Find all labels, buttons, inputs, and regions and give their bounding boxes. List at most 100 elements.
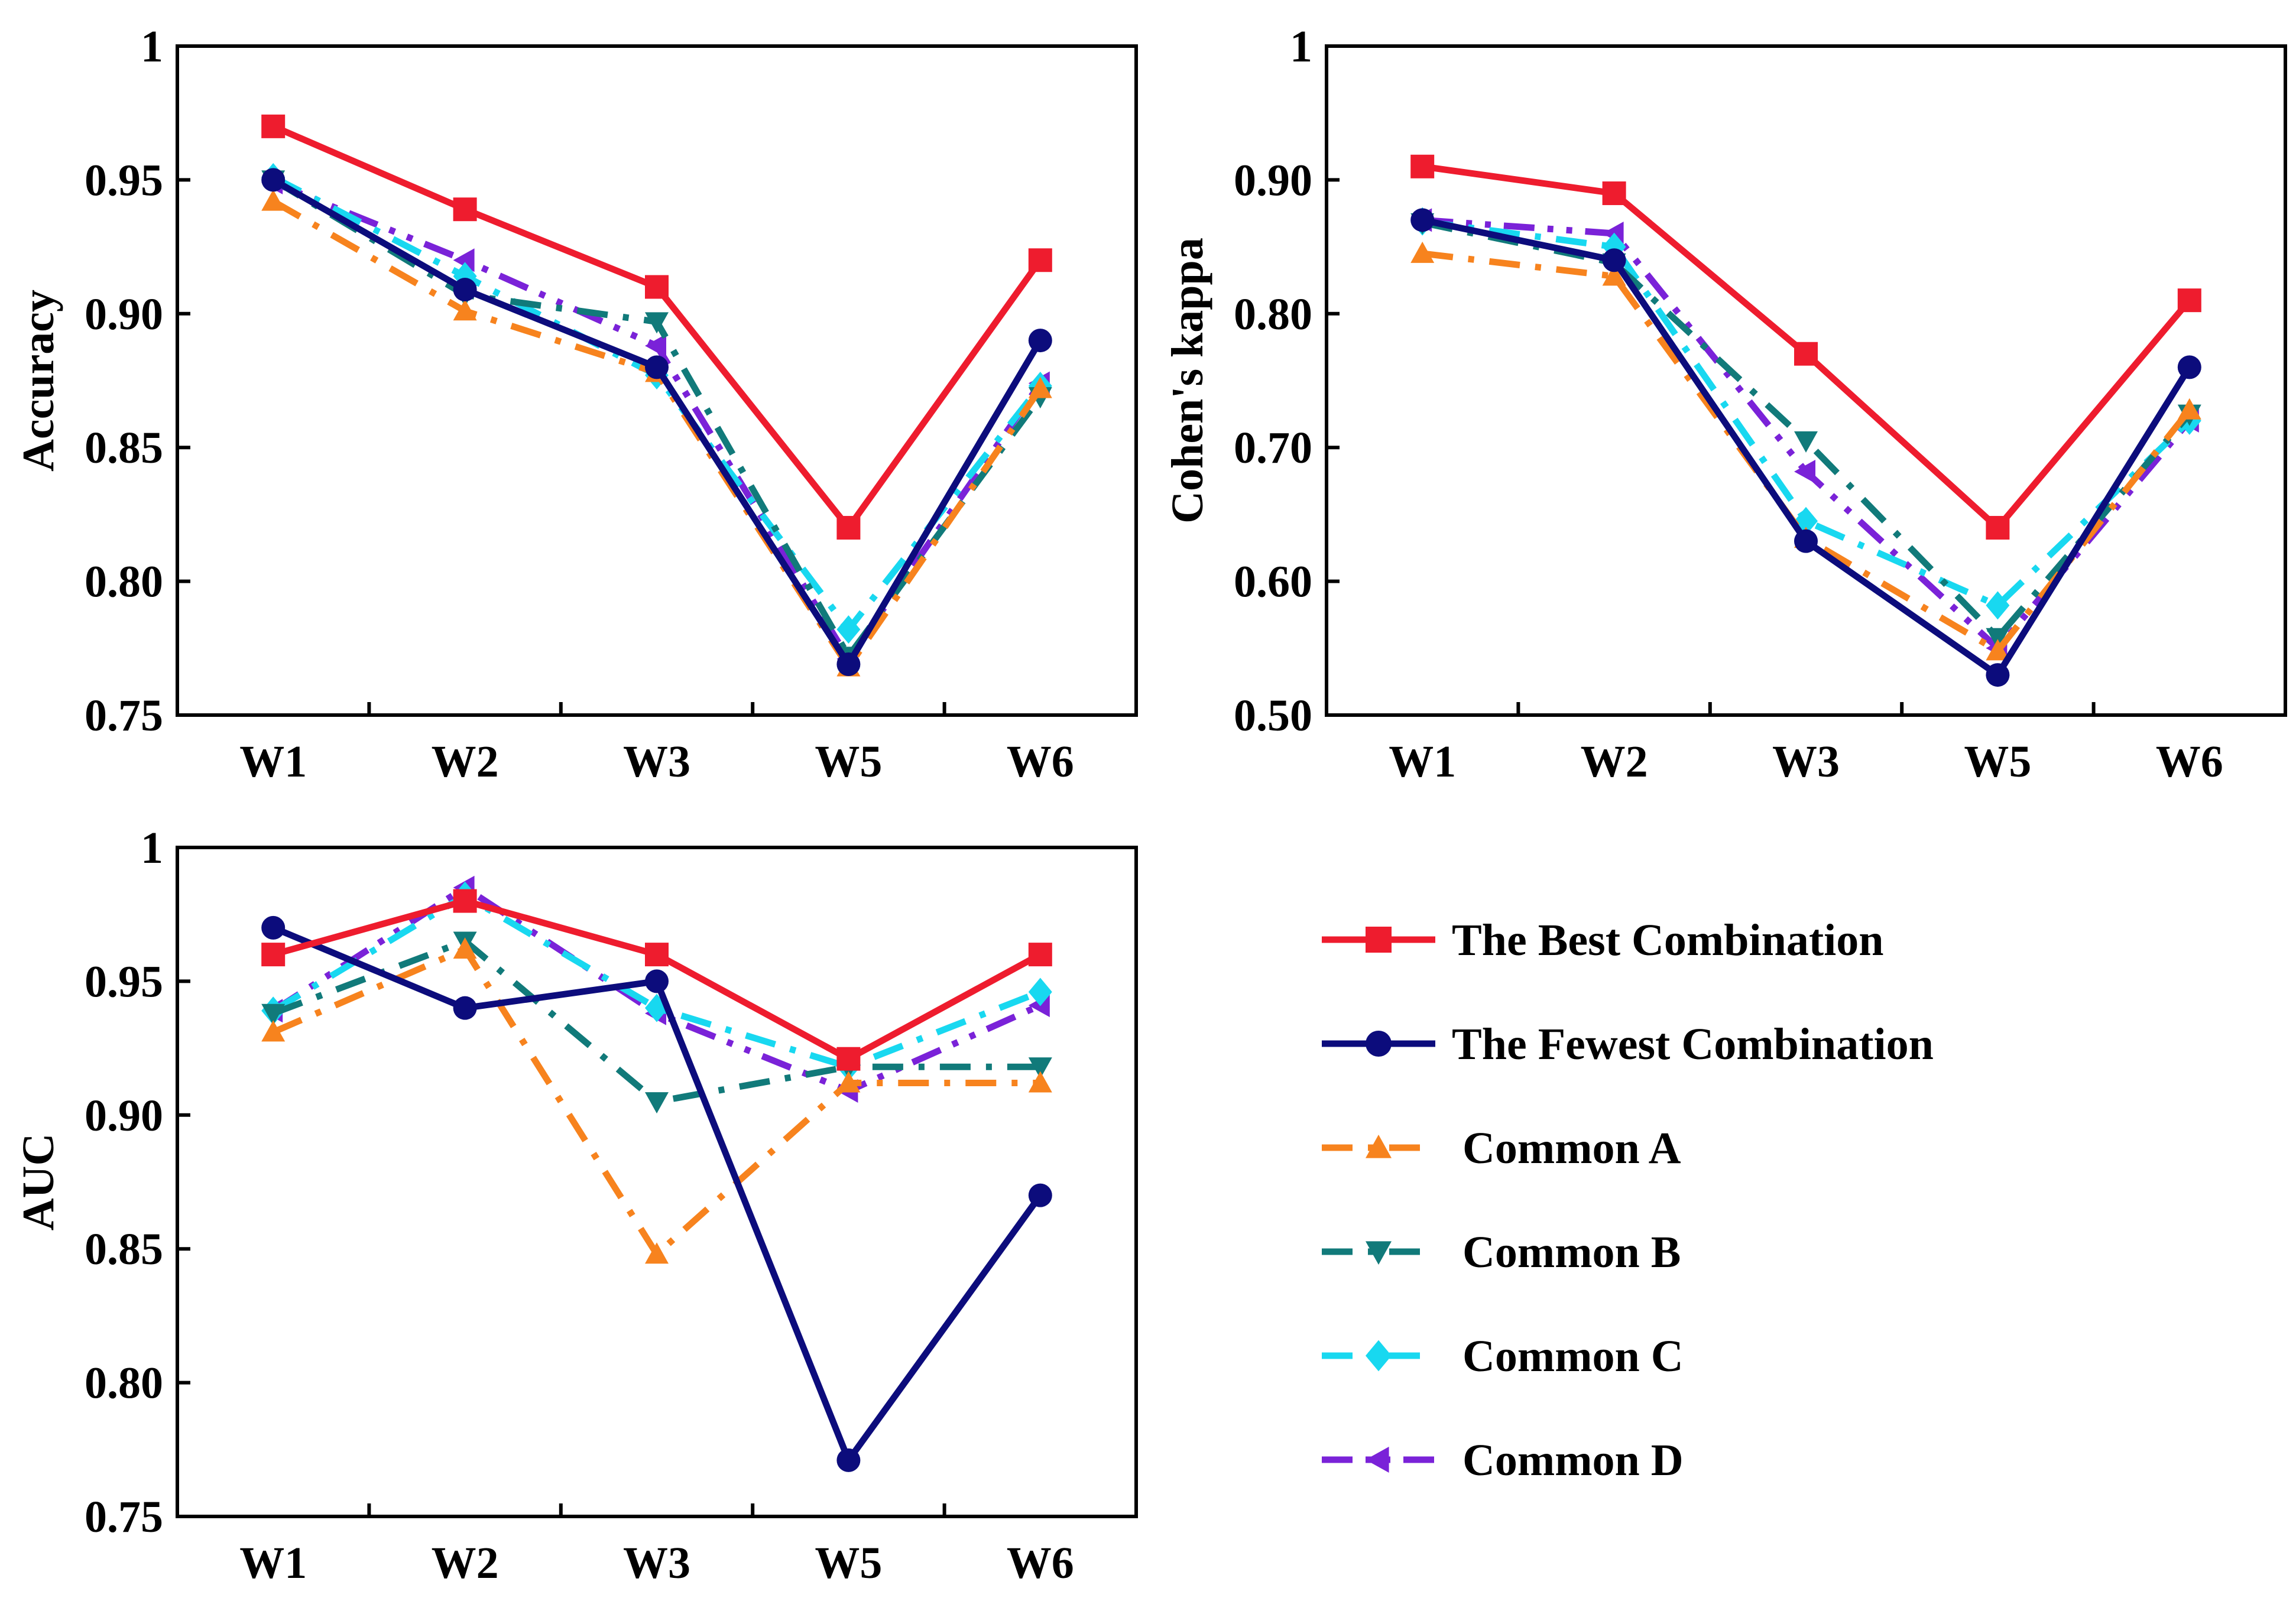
auc-y-axis-title: AUC bbox=[14, 1133, 63, 1231]
kappa-point-common-a-w1 bbox=[1410, 241, 1435, 263]
auc-chart-panel: 0.75 0.80 0.85 0.90 0.95 1 W1 W2 W3 W5 W6 AUC bbox=[14, 823, 1138, 1588]
auc-x-tick-label: W3 bbox=[623, 1538, 690, 1588]
kappa-point-the-best-combination-w6 bbox=[2177, 288, 2201, 313]
auc-point-common-a-w2 bbox=[453, 937, 477, 959]
kappa-point-the-fewest-combination-w5 bbox=[1986, 663, 2010, 687]
accuracy-point-the-best-combination-w2 bbox=[453, 197, 477, 222]
legend-label-the-fewest-combination: The Fewest Combination bbox=[1452, 1019, 1934, 1069]
auc-point-the-fewest-combination-w3 bbox=[645, 969, 669, 993]
legend-label-common-c: Common C bbox=[1462, 1331, 1684, 1381]
legend-marker-common-a bbox=[1366, 1135, 1392, 1158]
auc-point-common-b-w6 bbox=[1028, 1057, 1052, 1079]
accuracy-chart-panel: 0.75 0.80 0.85 0.90 0.95 1 W1 W2 W3 W5 W6 Accuracy bbox=[14, 22, 1138, 787]
auc-point-the-best-combination-w5 bbox=[836, 1047, 861, 1071]
accuracy-point-the-best-combination-w1 bbox=[261, 114, 286, 138]
auc-point-the-best-combination-w6 bbox=[1028, 943, 1052, 967]
kappa-y-tick-label: 0.70 bbox=[1234, 423, 1312, 473]
auc-point-common-a-w5 bbox=[836, 1071, 861, 1093]
kappa-point-common-b-w3 bbox=[1794, 431, 1818, 453]
accuracy-x-tick-label: W2 bbox=[432, 737, 499, 787]
accuracy-point-common-a-w2 bbox=[453, 299, 477, 321]
auc-point-common-b-w1 bbox=[261, 1003, 286, 1025]
auc-point-the-fewest-combination-w5 bbox=[836, 1448, 861, 1472]
accuracy-point-common-a-w6 bbox=[1028, 376, 1052, 398]
legend-label-common-b: Common B bbox=[1462, 1227, 1681, 1277]
legend-marker-the-best-combination bbox=[1366, 927, 1392, 953]
accuracy-point-the-fewest-combination-w5 bbox=[836, 652, 861, 676]
kappa-point-common-b-w5 bbox=[1986, 628, 2010, 649]
accuracy-point-the-fewest-combination-w2 bbox=[453, 278, 477, 302]
auc-point-the-best-combination-w3 bbox=[645, 943, 669, 967]
kappa-x-tick-label: W2 bbox=[1581, 737, 1648, 787]
kappa-y-tick-label: 1 bbox=[1290, 22, 1312, 72]
accuracy-y-tick-label: 0.90 bbox=[85, 290, 163, 339]
kappa-point-common-a-w6 bbox=[2177, 398, 2201, 420]
kappa-point-the-best-combination-w1 bbox=[1410, 154, 1435, 178]
auc-plot-frame bbox=[176, 846, 1138, 1518]
legend-marker-common-c bbox=[1366, 1340, 1392, 1372]
accuracy-series-line-common-a bbox=[271, 198, 1043, 670]
accuracy-point-common-d-w3 bbox=[645, 334, 666, 358]
accuracy-point-the-best-combination-w6 bbox=[1028, 248, 1052, 272]
auc-x-tick-label: W1 bbox=[239, 1538, 307, 1588]
legend-marker-common-b bbox=[1366, 1241, 1392, 1265]
auc-point-the-fewest-combination-w1 bbox=[261, 915, 286, 940]
accuracy-y-tick-label: 0.80 bbox=[85, 557, 163, 607]
kappa-x-tick-label: W1 bbox=[1389, 737, 1456, 787]
auc-x-tick-label: W5 bbox=[815, 1538, 882, 1588]
auc-x-tick-label: W2 bbox=[432, 1538, 499, 1588]
kappa-y-tick-label: 0.60 bbox=[1234, 557, 1312, 607]
kappa-point-the-fewest-combination-w1 bbox=[1410, 208, 1435, 232]
kappa-series-line-common-b bbox=[1422, 219, 2192, 641]
kappa-y-tick-label: 0.50 bbox=[1234, 691, 1312, 740]
kappa-chart-panel: 0.50 0.60 0.70 0.80 0.90 1 W1 W2 W3 W5 W6 Cohen's k… bbox=[1163, 22, 2287, 787]
accuracy-x-tick-label: W1 bbox=[239, 737, 307, 787]
kappa-x-tick-label: W3 bbox=[1772, 737, 1840, 787]
auc-point-common-a-w6 bbox=[1028, 1071, 1052, 1093]
auc-point-common-a-w1 bbox=[261, 1020, 286, 1042]
kappa-x-tick-label: W5 bbox=[1964, 737, 2031, 787]
legend-marker-common-d bbox=[1366, 1447, 1389, 1473]
kappa-point-the-best-combination-w3 bbox=[1794, 342, 1818, 366]
accuracy-point-the-fewest-combination-w1 bbox=[261, 168, 286, 192]
auc-y-tick-label: 1 bbox=[141, 823, 163, 873]
kappa-point-common-a-w5 bbox=[1986, 639, 2010, 661]
kappa-y-axis-title: Cohen's kappa bbox=[1163, 238, 1212, 524]
accuracy-y-tick-label: 0.85 bbox=[85, 423, 163, 473]
kappa-point-common-c-w5 bbox=[1986, 591, 2010, 620]
legend-label-the-best-combination: The Best Combination bbox=[1452, 915, 1884, 965]
accuracy-y-tick-label: 0.75 bbox=[85, 691, 163, 740]
accuracy-point-the-best-combination-w5 bbox=[836, 516, 861, 540]
kappa-series-line-common-c bbox=[1422, 218, 2192, 609]
accuracy-x-tick-label: W3 bbox=[623, 737, 690, 787]
accuracy-y-axis-title: Accuracy bbox=[14, 290, 63, 472]
auc-point-the-best-combination-w1 bbox=[261, 943, 286, 967]
auc-y-tick-label: 0.90 bbox=[85, 1091, 163, 1141]
accuracy-x-tick-label: W5 bbox=[815, 737, 882, 787]
accuracy-y-tick-label: 0.95 bbox=[85, 155, 163, 205]
accuracy-plot-frame bbox=[176, 44, 1138, 717]
accuracy-point-common-d-w2 bbox=[453, 248, 475, 272]
auc-point-the-best-combination-w2 bbox=[453, 889, 477, 913]
accuracy-point-common-a-w1 bbox=[261, 189, 286, 211]
auc-point-common-c-w6 bbox=[1028, 977, 1052, 1006]
auc-y-tick-label: 0.75 bbox=[85, 1492, 163, 1542]
auc-y-tick-label: 0.80 bbox=[85, 1359, 163, 1408]
legend-label-common-a: Common A bbox=[1462, 1123, 1681, 1173]
accuracy-point-the-best-combination-w3 bbox=[645, 275, 669, 299]
kappa-plot-frame bbox=[1325, 44, 2287, 717]
legend: The Best Combination The Fewest Combinati… bbox=[1322, 915, 1934, 1485]
kappa-y-tick-label: 0.80 bbox=[1234, 290, 1312, 339]
auc-y-tick-label: 0.85 bbox=[85, 1225, 163, 1274]
auc-point-the-fewest-combination-w6 bbox=[1028, 1183, 1052, 1207]
auc-y-tick-label: 0.95 bbox=[85, 957, 163, 1006]
kappa-point-the-best-combination-w5 bbox=[1986, 516, 2010, 540]
kappa-point-the-fewest-combination-w2 bbox=[1602, 248, 1626, 272]
kappa-point-the-fewest-combination-w6 bbox=[2177, 355, 2201, 379]
accuracy-point-the-fewest-combination-w6 bbox=[1028, 329, 1052, 353]
kappa-point-common-d-w3 bbox=[1794, 459, 1815, 483]
accuracy-x-tick-label: W6 bbox=[1007, 737, 1074, 787]
accuracy-point-common-c-w5 bbox=[836, 615, 861, 644]
accuracy-y-tick-label: 1 bbox=[141, 22, 163, 72]
